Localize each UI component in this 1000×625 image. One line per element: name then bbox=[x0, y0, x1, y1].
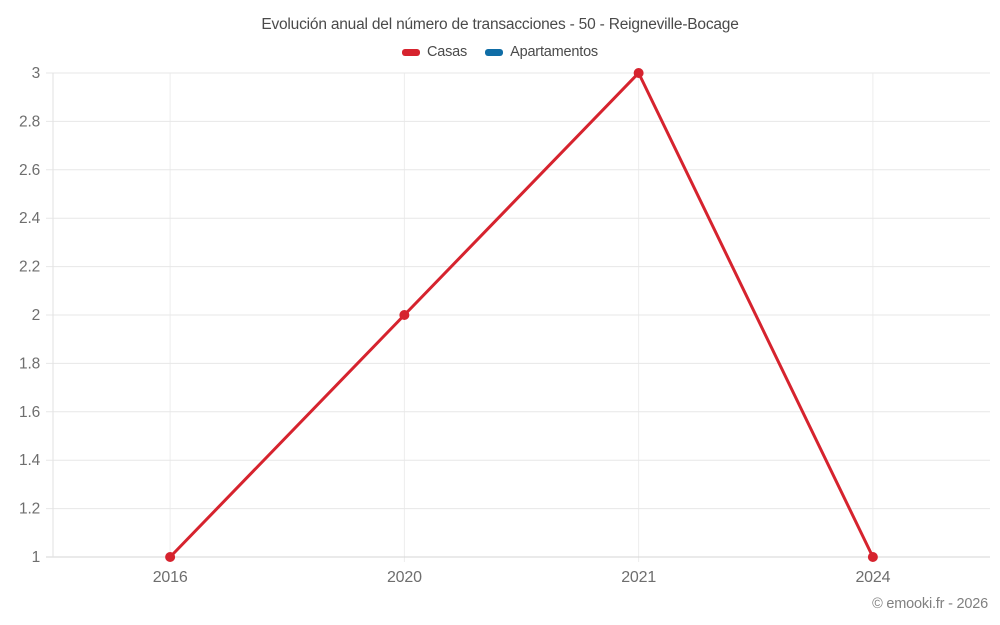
vertical-gridlines bbox=[169, 73, 874, 562]
legend-label-apartamentos: Apartamentos bbox=[510, 44, 598, 60]
y-tick-label: 1.8 bbox=[19, 355, 40, 372]
y-tick-label: 1.4 bbox=[19, 452, 41, 469]
data-point-casas-2021[interactable] bbox=[633, 68, 644, 78]
y-tick-label: 2.8 bbox=[19, 113, 40, 130]
y-axis-labels: 1 1.2 1.4 1.6 1.8 2 2.2 2.4 2.6 2.8 3 bbox=[19, 65, 41, 566]
legend-label-casas: Casas bbox=[427, 44, 468, 60]
legend-item-casas[interactable]: Casas bbox=[402, 45, 467, 60]
x-axis-labels: 2016 2020 2021 2024 bbox=[153, 569, 891, 586]
legend: Casas Apartamentos bbox=[0, 45, 1000, 60]
x-tick-label-2021: 2021 bbox=[621, 569, 656, 586]
data-point-casas-2024[interactable] bbox=[867, 552, 878, 562]
legend-item-apartamentos[interactable]: Apartamentos bbox=[485, 45, 598, 60]
y-tick-label: 2.2 bbox=[19, 259, 40, 276]
y-tick-label: 2.6 bbox=[19, 162, 40, 179]
x-tick-label-2024: 2024 bbox=[855, 569, 890, 586]
data-point-casas-2020[interactable] bbox=[399, 310, 410, 320]
y-tick-label: 1.6 bbox=[19, 404, 40, 421]
horizontal-gridlines bbox=[46, 72, 990, 558]
y-tick-label: 3 bbox=[32, 65, 40, 82]
y-tick-label: 2 bbox=[32, 307, 40, 324]
y-tick-label: 2.4 bbox=[19, 210, 41, 227]
data-point-casas-2016[interactable] bbox=[165, 552, 176, 562]
legend-swatch-apartamentos bbox=[485, 48, 504, 56]
x-tick-label-2016: 2016 bbox=[153, 569, 188, 586]
copyright-text: © emooki.fr - 2026 bbox=[872, 596, 988, 612]
y-tick-label: 1 bbox=[32, 549, 40, 566]
x-tick-label-2020: 2020 bbox=[387, 569, 422, 586]
chart-title: Evolución anual del número de transaccio… bbox=[261, 16, 739, 33]
y-tick-label: 1.2 bbox=[19, 501, 40, 518]
legend-swatch-casas bbox=[402, 48, 420, 56]
series-casas bbox=[165, 68, 878, 562]
series-line-casas bbox=[168, 71, 875, 559]
